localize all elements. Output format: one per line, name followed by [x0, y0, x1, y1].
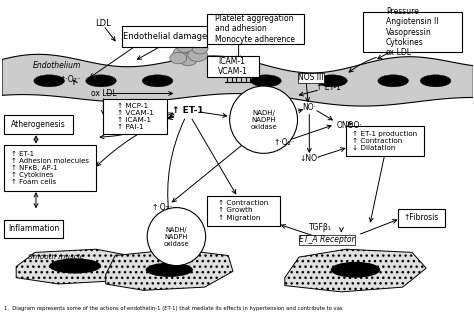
Text: ↓NO·: ↓NO·	[299, 154, 319, 163]
Text: NO·: NO·	[302, 103, 316, 112]
Circle shape	[184, 42, 203, 54]
FancyBboxPatch shape	[122, 27, 207, 47]
Ellipse shape	[420, 75, 451, 87]
Ellipse shape	[146, 263, 193, 277]
Polygon shape	[106, 249, 233, 290]
Text: 1.  Diagram represents some of the actions of endothelin-1 (ET-1) that mediate i: 1. Diagram represents some of the action…	[4, 306, 343, 311]
Ellipse shape	[147, 208, 206, 265]
Text: Endothelium: Endothelium	[33, 62, 81, 71]
FancyBboxPatch shape	[4, 145, 96, 191]
Circle shape	[188, 48, 208, 62]
Circle shape	[170, 52, 187, 64]
Text: ↑ Contraction
↑ Growth
↑ Migration: ↑ Contraction ↑ Growth ↑ Migration	[219, 200, 269, 221]
Ellipse shape	[142, 75, 173, 87]
Text: LDL: LDL	[95, 19, 111, 28]
Circle shape	[179, 54, 197, 66]
Text: ↑·O₂⁻: ↑·O₂⁻	[60, 75, 81, 84]
Text: NOS III: NOS III	[298, 73, 323, 82]
Ellipse shape	[251, 75, 281, 87]
Polygon shape	[16, 249, 139, 284]
Text: Pressure
Angiotensin II
Vasopressin
Cytokines
ox-LDL: Pressure Angiotensin II Vasopressin Cyto…	[386, 7, 438, 57]
Ellipse shape	[86, 75, 116, 87]
Text: ↑Fibrosis: ↑Fibrosis	[404, 213, 439, 222]
Polygon shape	[285, 249, 426, 292]
Ellipse shape	[317, 75, 347, 87]
Text: TGFβ₁: TGFβ₁	[309, 222, 332, 232]
Ellipse shape	[225, 64, 253, 77]
FancyBboxPatch shape	[207, 56, 259, 77]
Ellipse shape	[331, 262, 380, 278]
Text: Platelet aggregation
and adhesion
Monocyte adherence: Platelet aggregation and adhesion Monocy…	[215, 14, 295, 44]
Circle shape	[192, 43, 208, 54]
Circle shape	[173, 47, 194, 60]
FancyBboxPatch shape	[207, 195, 280, 226]
Ellipse shape	[378, 75, 409, 87]
Circle shape	[183, 37, 200, 48]
Text: ox LDL: ox LDL	[91, 89, 116, 98]
Text: ONOO·: ONOO·	[337, 121, 363, 130]
Polygon shape	[2, 54, 474, 106]
Text: ↑·O₂⁻: ↑·O₂⁻	[151, 203, 173, 212]
Text: Atherogenesis: Atherogenesis	[11, 120, 66, 129]
Ellipse shape	[34, 75, 64, 87]
Text: ↑ ET-1: ↑ ET-1	[173, 106, 204, 115]
Text: Smooth muscle: Smooth muscle	[28, 254, 84, 260]
FancyBboxPatch shape	[346, 126, 424, 156]
Text: ICAM-1
VCAM-1: ICAM-1 VCAM-1	[218, 56, 248, 76]
Text: Endothelial damage: Endothelial damage	[122, 32, 207, 41]
Text: ↑ ET-1 production
↑ Contraction
↓ Dilatation: ↑ ET-1 production ↑ Contraction ↓ Dilata…	[352, 131, 418, 151]
Ellipse shape	[49, 258, 101, 273]
Text: ↑ ET-1
↑ Adhesion molecules
↑ NFκB, AP-1
↑ Cytokines
↑ Foam cells: ↑ ET-1 ↑ Adhesion molecules ↑ NFκB, AP-1…	[11, 151, 89, 185]
Circle shape	[177, 42, 193, 52]
FancyBboxPatch shape	[398, 209, 445, 227]
FancyBboxPatch shape	[4, 115, 73, 134]
FancyBboxPatch shape	[103, 99, 167, 134]
FancyBboxPatch shape	[363, 12, 462, 52]
Text: ↑·O₂⁻: ↑·O₂⁻	[273, 138, 295, 147]
FancyBboxPatch shape	[4, 220, 64, 238]
Text: NADH/
NADPH
oxidase: NADH/ NADPH oxidase	[164, 227, 189, 247]
Text: Inflammation: Inflammation	[8, 224, 59, 233]
FancyBboxPatch shape	[207, 14, 304, 44]
Text: ↑ MCP-1
↑ VCAM-1
↑ ICAM-1
↑ PAI-1: ↑ MCP-1 ↑ VCAM-1 ↑ ICAM-1 ↑ PAI-1	[117, 103, 154, 130]
Ellipse shape	[230, 86, 298, 153]
Text: ET_A Receptor: ET_A Receptor	[300, 235, 355, 244]
Text: NADH/
NADPH
oxidase: NADH/ NADPH oxidase	[250, 110, 277, 130]
Text: ↑ ET-1: ↑ ET-1	[316, 82, 341, 91]
